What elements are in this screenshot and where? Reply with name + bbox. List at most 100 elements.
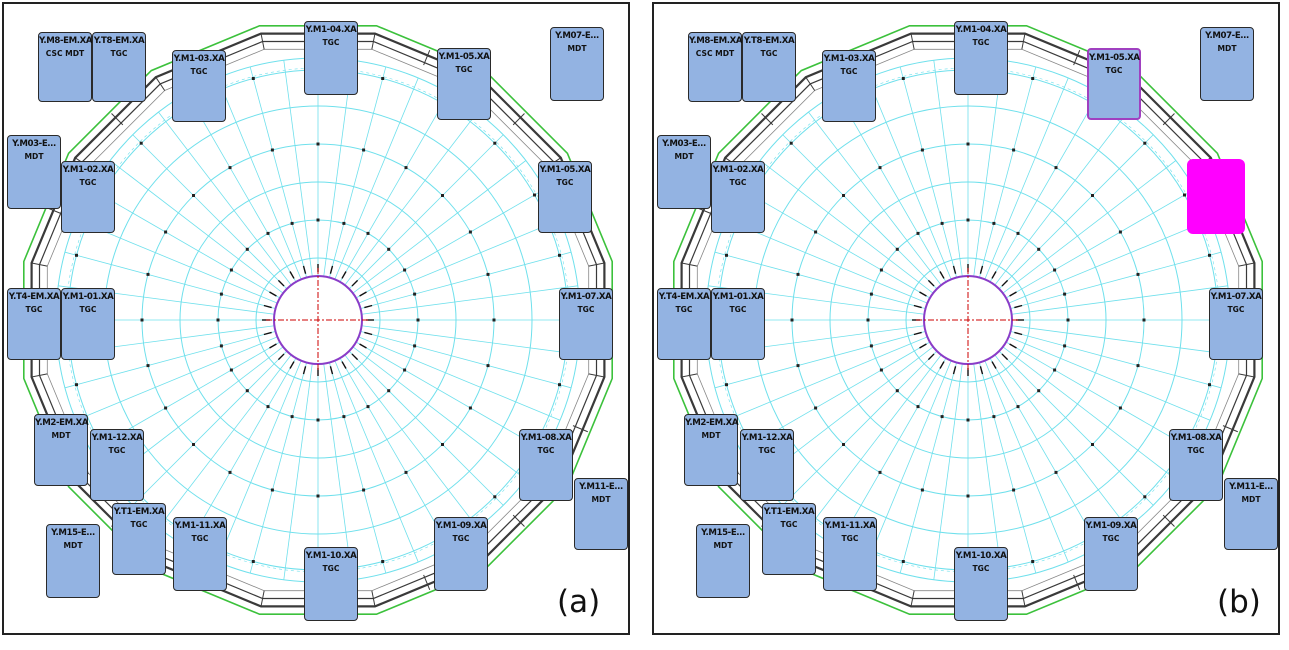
station-marker [493, 141, 497, 145]
crate-type: TGC [1102, 534, 1120, 543]
station-marker [216, 318, 220, 322]
station-marker [441, 443, 444, 446]
crate[interactable]: Y.M1-10.XA TGC [954, 547, 1008, 621]
support-frame [672, 24, 1264, 616]
crate[interactable]: Y.M1-11.XA TGC [823, 517, 877, 591]
crate[interactable]: Y.M07-E... MDT [550, 27, 604, 101]
crate[interactable]: Y.M1-12.XA TGC [740, 429, 794, 501]
station-marker [387, 247, 391, 251]
crate[interactable]: Y.M1-05.XA TGC [538, 161, 592, 233]
crate-type: TGC [455, 65, 473, 74]
crate[interactable]: Y.M8-EM.XA CSC MDT [688, 32, 743, 102]
station-marker [403, 368, 407, 372]
sector-line [132, 134, 288, 290]
crate[interactable]: Y.M1-04.XA TGC [954, 21, 1008, 95]
frame-strut [1238, 373, 1255, 378]
sector-line [782, 134, 938, 290]
crate[interactable]: Y.M1-02.XA TGC [711, 161, 765, 233]
crate[interactable]: Y.M1-09.XA TGC [434, 517, 488, 591]
station-marker [219, 292, 223, 296]
outer-frame [30, 32, 606, 608]
station-marker [251, 560, 255, 563]
station-marker [290, 221, 294, 225]
crate[interactable]: Y.M1-01.XA TGC [711, 288, 765, 360]
crate[interactable]: Y.M07-E... MDT [1200, 27, 1254, 101]
inner-tick [364, 331, 373, 336]
sector-line [323, 60, 353, 277]
crate[interactable]: Y.M11-E... MDT [1224, 478, 1278, 550]
crate-name: Y.M07-E... [1205, 31, 1249, 41]
station-marker [404, 166, 408, 170]
crate[interactable]: Y.M1-07.XA TGC [559, 288, 613, 360]
crate-type: MDT [1217, 44, 1237, 53]
crate[interactable]: Y.M15-E... MDT [696, 524, 750, 598]
crate[interactable]: Y.T8-EM.XA TGC [92, 32, 146, 102]
crate-name: Y.M03-E... [662, 139, 706, 149]
sector-line [899, 66, 957, 278]
inner-tick [1014, 331, 1023, 336]
crate-highlighted[interactable]: Y.M1-05.XA TGC [1087, 48, 1141, 120]
crate[interactable]: Y.M1-02.XA TGC [61, 161, 115, 233]
crate[interactable]: Y.M15-E... MDT [46, 524, 100, 598]
crate[interactable]: Y.M2-EM.XA MDT [684, 414, 739, 486]
station-marker [362, 148, 366, 152]
crate[interactable]: Y.M1-07.XA TGC [1209, 288, 1263, 360]
sector-line [360, 251, 572, 309]
support-frame [22, 24, 614, 616]
station-marker [192, 194, 195, 197]
crate[interactable]: Y.T1-EM.XA TGC [112, 503, 166, 575]
crate[interactable]: Y.M1-03.XA TGC [822, 50, 876, 122]
crate-type: TGC [841, 534, 859, 543]
crate-type: TGC [729, 305, 747, 314]
crate-name: Y.M1-08.XA [1170, 433, 1222, 443]
sector-line [933, 60, 963, 277]
station-marker [1012, 488, 1016, 492]
frame-strut [681, 262, 698, 267]
crate[interactable]: Y.M8-EM.XA CSC MDT [38, 32, 93, 102]
crate[interactable]: Y.M03-E... MDT [657, 135, 711, 209]
sector-line [1010, 331, 1222, 389]
crate[interactable]: Y.M1-08.XA TGC [519, 429, 573, 501]
station-marker [1054, 470, 1058, 474]
crate[interactable]: Y.M1-03.XA TGC [172, 50, 226, 122]
sector-line [994, 111, 1128, 286]
station-marker [192, 443, 195, 446]
frame-strut [1162, 514, 1175, 527]
crate[interactable]: Y.T4-EM.XA TGC [7, 288, 61, 360]
crate[interactable]: Y.M1-04.XA TGC [304, 21, 358, 95]
sector-line [329, 66, 387, 278]
frame-strut [1222, 425, 1238, 433]
crate[interactable]: Y.M03-E... MDT [7, 135, 61, 209]
crate[interactable]: Y.T4-EM.XA TGC [657, 288, 711, 360]
station-marker [362, 488, 366, 492]
inner-tick [919, 343, 927, 349]
station-marker [413, 292, 417, 296]
crate[interactable]: Y.M1-01.XA TGC [61, 288, 115, 360]
station-marker [869, 292, 873, 296]
panel-b: Y.M8-EM.XA CSC MDT Y.T8-EM.XA TGC Y.M1-03.… [652, 2, 1280, 635]
station-marker [413, 344, 417, 348]
crate[interactable]: Y.T8-EM.XA TGC [742, 32, 796, 102]
inner-tick [359, 343, 367, 349]
crate-type: TGC [760, 49, 778, 58]
outer-frame [680, 32, 1256, 608]
inner-tick [991, 271, 997, 279]
crate[interactable]: Y.M1-12.XA TGC [90, 429, 144, 501]
sector-line [358, 219, 561, 304]
crate[interactable]: Y.M1-11.XA TGC [173, 517, 227, 591]
crate-name: Y.M1-12.XA [91, 433, 143, 443]
crate[interactable]: Y.T1-EM.XA TGC [762, 503, 816, 575]
crate-name: Y.M11-E... [579, 482, 623, 492]
crate[interactable]: Y.M11-E... MDT [574, 478, 628, 550]
crate[interactable]: Y.M1-05.XA TGC [437, 48, 491, 120]
station-marker [1136, 364, 1140, 368]
crate-type: TGC [758, 446, 776, 455]
crate[interactable]: Y.M1-10.XA TGC [304, 547, 358, 621]
station-marker [842, 194, 845, 197]
crate-name: Y.M07-E... [555, 31, 599, 41]
crate[interactable]: Y.M1-09.XA TGC [1084, 517, 1138, 591]
crate[interactable]: Y.M2-EM.XA MDT [34, 414, 89, 486]
sector-line [782, 350, 938, 506]
frame-strut [260, 33, 265, 50]
crate[interactable]: Y.M1-08.XA TGC [1169, 429, 1223, 501]
